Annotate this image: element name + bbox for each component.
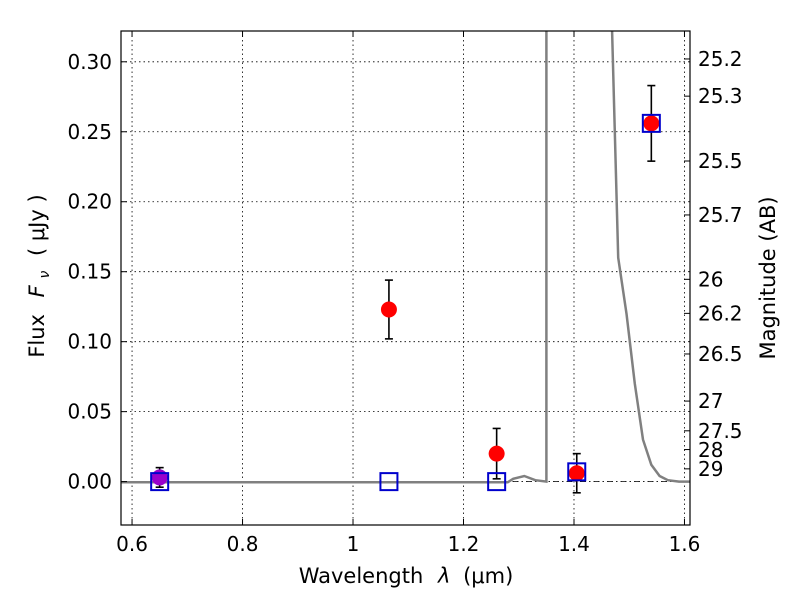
y2-tick-label: 25.2 xyxy=(698,47,743,71)
plot-area xyxy=(121,31,690,494)
y-tick-label: 0.20 xyxy=(67,190,112,214)
model-point xyxy=(567,462,587,482)
observed-point xyxy=(643,115,660,132)
y2-tick-label: 26.2 xyxy=(698,301,743,325)
y-tick-label: 0.00 xyxy=(67,470,112,494)
y2-tick-label: 25.3 xyxy=(698,84,743,108)
y-axis-label: Flux F ν ( μJy ) xyxy=(25,194,54,357)
y-axis-label-unit: ( μJy ) xyxy=(25,194,49,256)
observed-point xyxy=(568,465,585,482)
y-axis-label-symbol: F xyxy=(25,284,49,297)
y2-tick-label: 25.5 xyxy=(698,149,743,173)
x-tick-label: 1 xyxy=(347,532,360,556)
observed-point xyxy=(488,445,505,462)
y2-tick-label: 27.5 xyxy=(698,419,743,443)
y2-tick-label: 29 xyxy=(698,457,723,481)
y-tick-label: 0.30 xyxy=(67,50,112,74)
x-axis-label-unit: (μm) xyxy=(463,564,513,588)
y-axis-label-subscript: ν xyxy=(37,271,53,279)
y2-tick-label: 25.7 xyxy=(698,203,743,227)
y-tick-label: 0.10 xyxy=(67,330,112,354)
y2-tick-label: 28 xyxy=(698,438,723,462)
y2-tick-label: 27 xyxy=(698,389,723,413)
y-tick-label: 0.05 xyxy=(67,400,112,424)
y-tick-label: 0.15 xyxy=(67,260,112,284)
model-point xyxy=(150,472,170,492)
x-tick-label: 1.2 xyxy=(448,532,480,556)
y2-tick-label: 26.5 xyxy=(698,342,743,366)
x-axis-label-text: Wavelength xyxy=(299,564,424,588)
model-point xyxy=(487,472,507,492)
axis-ticks: 0.6 0.8 1 1.2 1.4 1.6 0.00 0.05 0.10 0.15 0.20 0.25… xyxy=(67,31,743,556)
x-axis-label-symbol: λ xyxy=(437,564,450,588)
x-tick-label: 1.4 xyxy=(558,532,590,556)
model-point xyxy=(379,472,399,492)
y2-tick-label: 26 xyxy=(698,267,723,291)
spectrum-line xyxy=(121,31,690,484)
observed-point xyxy=(380,301,397,318)
y2-axis-label: Magnitude (AB) xyxy=(756,196,780,359)
x-tick-label: 0.6 xyxy=(116,532,148,556)
observed-point xyxy=(151,469,168,486)
y-axis-label-text: Flux xyxy=(25,314,49,358)
plot-frame xyxy=(120,30,691,526)
grid xyxy=(121,31,690,525)
model-point xyxy=(641,113,661,133)
y-tick-label: 0.25 xyxy=(67,120,112,144)
x-tick-label: 0.8 xyxy=(227,532,259,556)
x-tick-label: 1.6 xyxy=(669,532,701,556)
x-axis-label: Wavelength λ (μm) xyxy=(299,564,514,588)
